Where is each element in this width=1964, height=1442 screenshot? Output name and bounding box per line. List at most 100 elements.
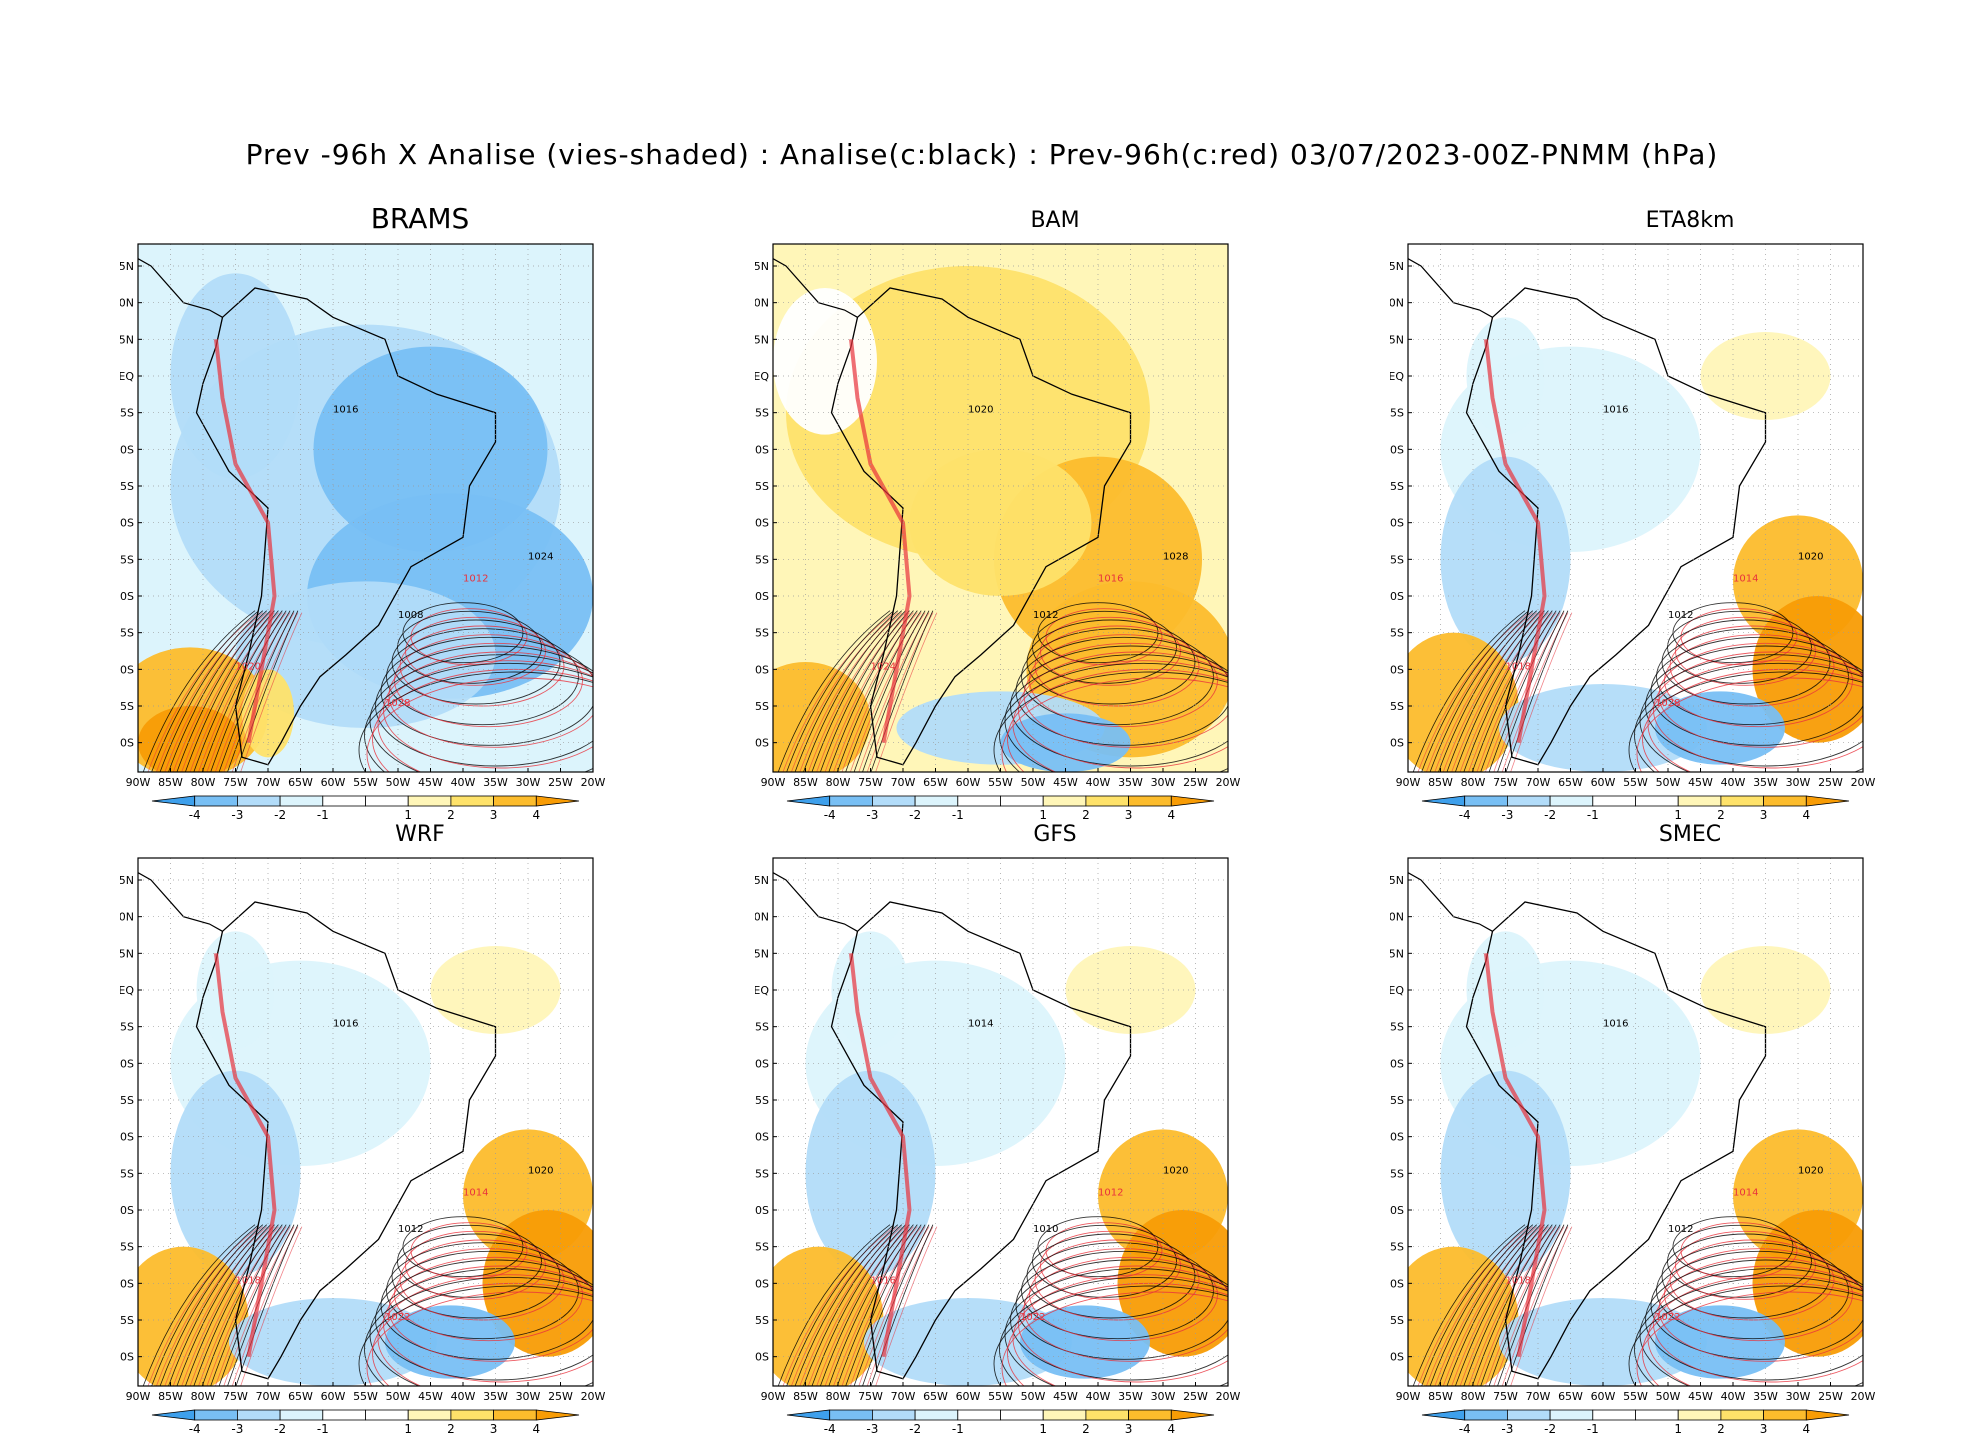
lat-tick-label: 15N <box>1390 874 1404 887</box>
lat-tick-label: 10S <box>755 443 769 456</box>
analysis-isobar <box>1026 1233 1196 1319</box>
panel-smec: 1012 1014 1016 1018 1020 1022 15N 10N 5N EQ 5S 10S 1… <box>1390 822 1964 1442</box>
forecast-isobar <box>875 612 938 772</box>
colorbar-label: 2 <box>1082 1422 1090 1436</box>
lat-tick-label: 20S <box>120 517 134 530</box>
colorbar-label: 4 <box>1167 808 1175 822</box>
lon-tick-label: 55W <box>1623 776 1648 789</box>
lon-tick-label: 50W <box>1021 1390 1046 1403</box>
colorbar-label: 3 <box>490 1422 498 1436</box>
colorbar-label: 2 <box>447 1422 455 1436</box>
isobar-label: 1010 <box>1033 1224 1058 1235</box>
colorbar-segment <box>151 795 196 807</box>
lat-tick-label: EQ <box>120 984 134 997</box>
analysis-isobar <box>364 1276 593 1386</box>
lat-tick-label: 50S <box>1390 737 1404 750</box>
lon-tick-label: 70W <box>891 1390 916 1403</box>
analysis-isobar <box>794 610 899 772</box>
lon-tick-label: 60W <box>1591 776 1616 789</box>
isobar-label: 1016 <box>1098 573 1123 584</box>
colorbar-label: -2 <box>909 1422 921 1436</box>
colorbar-label: 3 <box>490 808 498 822</box>
isobar-label: 1020 <box>528 1165 553 1176</box>
analysis-isobar <box>375 645 593 767</box>
forecast-isobar <box>1417 1226 1530 1386</box>
lat-tick-label: 40S <box>1390 663 1404 676</box>
colorbar-label: 3 <box>1760 808 1768 822</box>
analysis-isobar <box>803 1224 902 1386</box>
forecast-isobar <box>807 1226 906 1386</box>
analysis-isobar <box>218 610 291 772</box>
colorbar-segment <box>493 1409 537 1421</box>
forecast-isobar <box>1029 1248 1218 1342</box>
isobar-label: 1012 <box>398 1224 423 1235</box>
colorbar-segment <box>1507 1409 1551 1421</box>
analysis-isobar <box>375 1259 593 1381</box>
analysis-isobar <box>380 636 593 746</box>
forecast-isobar <box>1045 608 1163 666</box>
bias-shading <box>1752 1210 1863 1357</box>
lon-tick-label: 60W <box>1591 1390 1616 1403</box>
colorbar-label: -1 <box>317 1422 329 1436</box>
analysis-isobar <box>1645 645 1863 767</box>
analysis-isobar <box>794 1224 899 1386</box>
analysis-isobar <box>993 1285 1228 1386</box>
colorbar-segment <box>237 1409 281 1421</box>
colorbar-segment <box>1000 1409 1044 1421</box>
colorbar-segment <box>1042 1409 1087 1421</box>
forecast-isobar <box>147 612 260 772</box>
lon-tick-label: 30W <box>1786 776 1811 789</box>
forecast-isobar <box>824 612 914 772</box>
central-america-outline <box>773 258 858 318</box>
forecast-isobar <box>1680 1222 1798 1280</box>
bias-shading <box>773 288 877 435</box>
forecast-isobar <box>181 612 275 772</box>
lat-tick-label: 10N <box>1390 297 1404 310</box>
analysis-isobar <box>1661 619 1831 705</box>
map-plot: 1012 1016 1020 1024 1028 15N 10N 5N EQ 5S 10S 15S 20… <box>755 243 1241 822</box>
analysis-isobar <box>819 610 910 772</box>
forecast-isobar <box>1669 625 1835 707</box>
forecast-isobar <box>1451 1226 1545 1386</box>
bias-shading <box>1700 946 1831 1034</box>
isobar-label: 1012 <box>1668 610 1693 621</box>
colorbar-segment <box>407 795 452 807</box>
colorbar-label: 2 <box>1717 808 1725 822</box>
isobar-label: 1014 <box>968 1019 993 1030</box>
colorbar-label: 2 <box>1717 1422 1725 1436</box>
lat-tick-label: 25S <box>120 553 134 566</box>
panel-eta8km: 1012 1014 1016 1018 1020 1028 15N 10N 5N EQ 5S 10S 1… <box>1390 208 1964 828</box>
colorbar-segment <box>829 795 873 807</box>
lon-tick-label: 65W <box>288 1390 313 1403</box>
lon-tick-label: 50W <box>1656 1390 1681 1403</box>
colorbar-label: -4 <box>824 808 836 822</box>
colorbar-segment <box>1549 1409 1594 1421</box>
lat-tick-label: 5S <box>120 1021 134 1034</box>
colorbar-label: 1 <box>1674 808 1682 822</box>
isobar-label: 1022 <box>1020 1312 1045 1323</box>
forecast-isobar <box>1018 1265 1228 1383</box>
lat-tick-label: 35S <box>1390 1241 1404 1254</box>
isobar-label: 1012 <box>1033 610 1058 621</box>
lat-tick-label: 10N <box>120 297 134 310</box>
lon-tick-label: 55W <box>1623 1390 1648 1403</box>
lon-tick-label: 80W <box>826 776 851 789</box>
lon-tick-label: 50W <box>1656 776 1681 789</box>
analysis-isobar <box>201 610 283 772</box>
isobar-label: 1016 <box>333 1019 358 1030</box>
lat-tick-label: 10S <box>120 1057 134 1070</box>
analysis-isobar <box>380 1250 593 1360</box>
analysis-isobar <box>1628 671 1863 772</box>
colorbar-label: 4 <box>532 1422 540 1436</box>
lon-tick-label: 30W <box>1151 1390 1176 1403</box>
lat-tick-label: 50S <box>1390 1351 1404 1364</box>
lat-tick-label: 50S <box>755 1351 769 1364</box>
lat-tick-label: 10N <box>120 911 134 924</box>
forecast-isobar <box>782 1226 895 1386</box>
colorbar-segment <box>493 795 537 807</box>
forecast-isobar <box>1664 1248 1853 1342</box>
forecast-isobar <box>1012 1274 1228 1386</box>
lat-tick-label: 20S <box>755 1131 769 1144</box>
bias-shading <box>385 1305 515 1379</box>
isobar-label: 1014 <box>463 1187 488 1198</box>
